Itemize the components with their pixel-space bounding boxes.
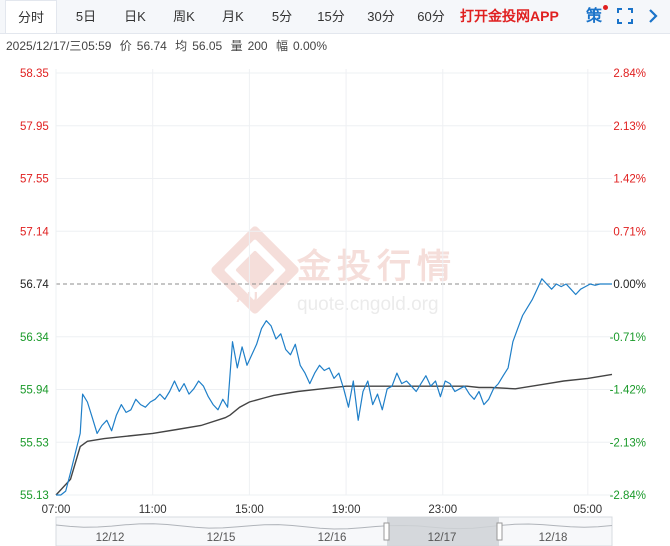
navigator-handle-left <box>383 522 390 541</box>
navigator-date-label: 12/15 <box>207 532 236 544</box>
x-tick-label: 05:00 <box>573 504 602 516</box>
tab-周K[interactable]: 周K <box>173 9 195 24</box>
y-tick-price: 56.34 <box>20 332 49 344</box>
change-label: 幅 <box>275 39 288 53</box>
y-tick-price: 57.55 <box>20 174 49 186</box>
x-tick-label: 15:00 <box>235 504 264 516</box>
watermark: AU 金投行情 quote.cngold.org <box>211 226 457 315</box>
y-tick-pct: 0.71% <box>613 226 646 238</box>
tab-60分[interactable]: 60分 <box>417 9 445 24</box>
y-tick-pct: 2.13% <box>613 121 646 133</box>
quote-info-bar: 2025/12/17/三05:59 价 56.74 均 56.05 量 200 幅 0.… <box>6 38 332 54</box>
navigator-date-label: 12/17 <box>428 532 457 544</box>
volume-label: 量 <box>230 39 243 53</box>
price-value: 56.74 <box>136 39 167 53</box>
chevron-right-icon[interactable] <box>645 8 661 24</box>
price-line <box>56 278 612 496</box>
average-label: 均 <box>175 39 188 53</box>
y-tick-price: 57.14 <box>20 226 49 238</box>
volume-value: 200 <box>247 39 268 53</box>
y-tick-price: 57.95 <box>20 121 49 133</box>
tab-日K[interactable]: 日K <box>124 9 146 24</box>
tab-15分[interactable]: 15分 <box>317 9 345 24</box>
tab-5分[interactable]: 5分 <box>271 9 293 24</box>
watermark-url: quote.cngold.org <box>297 294 439 315</box>
strategy-icon[interactable]: 策 <box>586 8 603 25</box>
navigator-series <box>55 523 613 530</box>
y-tick-pct: -0.71% <box>610 332 646 344</box>
y-tick-pct: -2.84% <box>610 490 646 502</box>
navigator-selection <box>387 517 499 546</box>
watermark-logo-diamond <box>211 226 299 314</box>
watermark-brand: 金投行情 <box>296 247 457 286</box>
notification-dot <box>603 5 608 10</box>
navigator-date-label: 12/18 <box>539 532 568 544</box>
y-tick-pct: -1.42% <box>610 385 646 397</box>
y-tick-pct: 1.42% <box>613 174 646 186</box>
tab-分时[interactable]: 分时 <box>5 0 57 33</box>
fullscreen-icon[interactable] <box>617 8 633 24</box>
price-label: 价 <box>119 39 132 53</box>
watermark-logo-text: AU <box>236 289 258 306</box>
navigator-date-label: 12/16 <box>318 532 347 544</box>
timeframe-tabbar <box>0 0 670 34</box>
y-tick-pct: 0.00% <box>613 279 646 291</box>
x-tick-label: 11:00 <box>139 504 167 516</box>
average-value: 56.05 <box>192 39 223 53</box>
change-value: 0.00% <box>292 39 327 53</box>
watermark-logo <box>211 226 299 314</box>
y-tick-pct: -2.13% <box>610 437 646 449</box>
y-tick-price: 58.35 <box>20 68 49 80</box>
tab-月K[interactable]: 月K <box>222 9 244 24</box>
x-tick-label: 19:00 <box>332 504 361 516</box>
navigator-handle-right <box>496 522 503 541</box>
y-tick-price: 56.74 <box>20 279 49 291</box>
x-tick-label: 23:00 <box>428 504 457 516</box>
quote-datetime: 2025/12/17/三05:59 <box>6 39 112 53</box>
x-tick-label: 07:00 <box>42 504 71 516</box>
y-tick-price: 55.53 <box>20 437 49 449</box>
average-price-line <box>55 373 613 496</box>
y-tick-price: 55.94 <box>20 385 49 397</box>
y-tick-pct: 2.84% <box>613 68 646 80</box>
navigator-date-label: 12/12 <box>96 532 125 544</box>
watermark-logo-core <box>236 251 274 289</box>
watermark-logo-inner <box>224 239 286 301</box>
tab-30分[interactable]: 30分 <box>367 9 395 24</box>
navigator-track <box>55 516 613 546</box>
tab-5日[interactable]: 5日 <box>75 9 97 24</box>
y-tick-price: 55.13 <box>20 490 49 502</box>
open-app-link[interactable]: 打开金投网APP <box>460 8 559 24</box>
